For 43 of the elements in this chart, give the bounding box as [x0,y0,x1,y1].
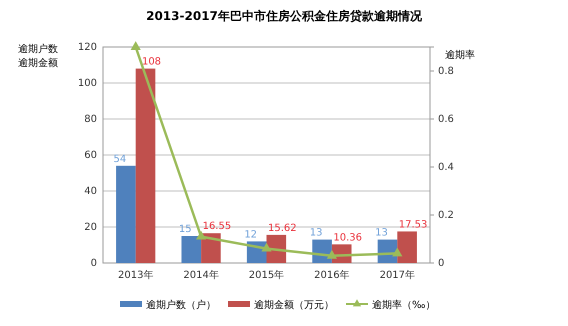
y2-tick-label: 0.8 [438,66,454,78]
point [326,250,337,259]
data-label: 108 [142,56,162,68]
data-label: 15 [178,224,192,235]
y2-axis-title: 逾期率 [445,49,475,61]
x-tick-label: 2014年 [183,269,219,282]
bar [397,231,417,263]
legend-label: 逾期金额（万元） [254,299,334,311]
y-tick-label: 80 [84,114,97,126]
legend-label: 逾期率（‰） [372,299,436,311]
point [261,242,272,252]
point [196,230,206,240]
data-label: 13 [310,228,322,239]
data-label: 54 [114,154,126,165]
bar [181,236,202,263]
x-tick-label: 2015年 [248,269,284,282]
y-tick-label: 100 [78,78,97,90]
x-tick-label: 2017年 [380,269,416,282]
data-label: 16.55 [202,221,232,232]
data-label: 13 [375,228,388,239]
y-axis-title: 逾期户数逾期金额 [18,43,58,69]
y-tick-label: 20 [84,222,97,234]
data-label: 17.53 [398,219,428,230]
x-tick-label: 2016年 [314,269,350,282]
y-tick-label: 0 [90,258,97,270]
bar [116,166,136,263]
y2-tick-label: 0 [438,258,444,270]
y2-tick-label: 0.2 [438,210,454,222]
bar [136,68,156,263]
x-tick-label: 2013年 [118,269,154,282]
y2-tick-label: 0.6 [438,114,454,126]
chart-title: 2013-2017年巴中市住房公积金住房贷款逾期情况 [146,9,423,23]
data-label: 10.36 [333,232,362,244]
y2-tick-label: 0.4 [438,162,454,174]
data-label: 15.62 [268,222,297,234]
y-tick-label: 60 [84,150,97,162]
legend-label: 逾期户数（户） [146,299,216,311]
point [392,248,402,256]
y-tick-label: 40 [84,186,97,198]
point [130,41,141,50]
bar [201,233,221,263]
data-label: 12 [244,229,258,240]
y-tick-label: 120 [78,42,97,54]
